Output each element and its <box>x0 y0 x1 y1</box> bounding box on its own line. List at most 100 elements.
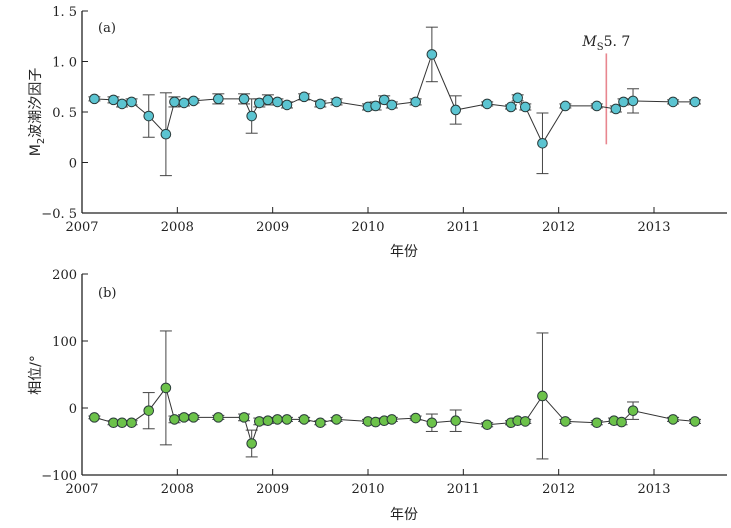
data-point <box>520 416 531 427</box>
earthquake-annotation: MS5. 7 <box>581 34 630 145</box>
data-point <box>591 100 603 112</box>
panel-b: 200 100 0 −100 2007 2008 2009 2010 2011 2012 2013… <box>28 268 727 523</box>
data-point <box>116 417 128 429</box>
panel-a-x-axis-title: 年份 <box>390 244 418 260</box>
data-point <box>591 417 603 429</box>
y-tick-label: 0 <box>69 402 77 417</box>
x-tick-label: 2010 <box>351 482 384 497</box>
y-tick-label: −0. 5 <box>41 207 77 222</box>
data-point <box>143 110 155 122</box>
data-point <box>272 96 283 108</box>
x-tick-label: 2007 <box>65 220 98 235</box>
data-point <box>272 414 283 425</box>
y-tick-label: 1. 5 <box>52 5 77 20</box>
data-point <box>370 100 381 112</box>
data-point <box>616 416 627 428</box>
anno-main: M <box>581 34 597 50</box>
data-point <box>610 103 622 115</box>
earthquake-label: MS5. 7 <box>581 34 630 53</box>
data-point <box>246 110 257 122</box>
data-point <box>386 414 398 425</box>
data-point <box>89 412 100 423</box>
data-point <box>238 412 250 423</box>
panel-a-y-axis-title: M2波潮汐因子 <box>28 68 47 156</box>
data-point <box>627 405 639 416</box>
x-tick-label: 2013 <box>637 220 670 235</box>
data-point <box>426 49 438 60</box>
x-tick-label: 2009 <box>256 220 289 235</box>
x-tick-label: 2009 <box>256 482 289 497</box>
data-point <box>520 101 531 113</box>
data-point <box>169 96 180 108</box>
data-point <box>298 91 310 103</box>
data-point <box>370 416 381 428</box>
data-point <box>627 95 639 107</box>
data-point <box>667 96 679 108</box>
y-tick-label: −100 <box>41 469 77 484</box>
data-point <box>378 94 390 106</box>
data-point <box>315 417 326 429</box>
y-tick-label: 200 <box>52 268 77 283</box>
data-point <box>108 94 119 106</box>
data-point <box>188 412 199 423</box>
data-point <box>169 414 180 425</box>
data-point <box>213 412 224 423</box>
data-point <box>246 438 257 449</box>
data-point <box>481 419 493 431</box>
data-point <box>178 97 190 109</box>
data-point <box>537 390 548 402</box>
anno-sub: S <box>597 42 604 53</box>
data-point <box>618 96 629 108</box>
data-point <box>315 98 326 110</box>
x-tick-label: 2010 <box>351 220 384 235</box>
y-tick-label: 0 <box>69 157 77 172</box>
data-point <box>238 93 250 105</box>
x-tick-label: 2012 <box>542 482 575 497</box>
panel-a-label: (a) <box>98 21 116 36</box>
y-tick-label: 1. 0 <box>52 56 77 71</box>
panel-b-label: (b) <box>98 286 116 301</box>
data-point <box>450 104 462 116</box>
data-point <box>481 98 493 110</box>
y-title-rest: 波潮汐因子 <box>28 68 44 138</box>
data-point <box>512 92 523 104</box>
panel-a: 1. 5 1. 0 0. 5 0 −0. 5 2007 2008 2009 2010 2011 2… <box>28 5 727 260</box>
x-tick-label: 2013 <box>637 482 670 497</box>
data-point <box>331 96 342 108</box>
data-point <box>560 100 571 112</box>
x-tick-label: 2007 <box>65 482 98 497</box>
y-title-main: M <box>28 144 44 156</box>
data-point <box>505 101 517 113</box>
data-point <box>410 96 421 108</box>
data-point <box>537 138 548 149</box>
x-tick-label: 2008 <box>161 220 194 235</box>
x-tick-label: 2008 <box>161 482 194 497</box>
data-point <box>89 93 100 105</box>
x-tick-label: 2011 <box>447 482 480 497</box>
y-tick-label: 0. 5 <box>52 106 77 121</box>
data-point <box>143 405 155 416</box>
data-point <box>262 94 274 106</box>
data-point <box>281 414 293 425</box>
data-point <box>262 415 274 427</box>
data-point <box>178 412 190 423</box>
data-point <box>410 412 421 424</box>
y-title-sub: 2 <box>36 138 47 144</box>
anno-rest: 5. 7 <box>604 34 631 50</box>
data-point <box>450 415 462 427</box>
data-point <box>689 96 701 108</box>
data-point <box>426 417 438 429</box>
panel-b-y-axis-title: 相位/° <box>28 355 44 395</box>
data-point <box>298 414 310 425</box>
data-point <box>116 98 128 110</box>
data-point <box>126 417 137 429</box>
data-point <box>667 414 679 425</box>
data-point <box>281 99 293 111</box>
x-tick-label: 2012 <box>542 220 575 235</box>
y-tick-label: 100 <box>52 335 77 350</box>
data-point <box>386 99 398 111</box>
x-tick-label: 2011 <box>447 220 480 235</box>
data-point <box>213 93 224 105</box>
panel-b-x-axis-title: 年份 <box>390 507 418 523</box>
